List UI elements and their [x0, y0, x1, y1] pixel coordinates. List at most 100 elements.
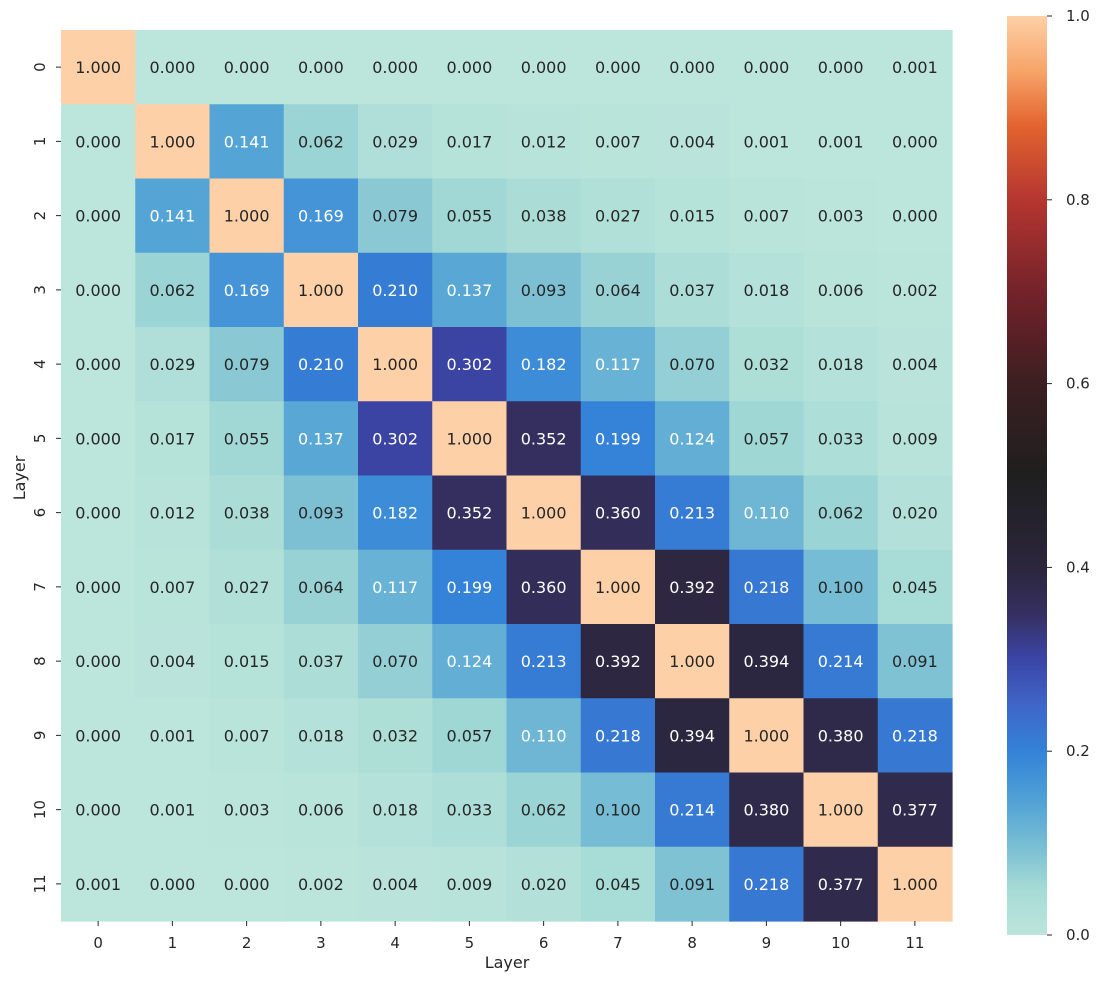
x-tick-label-6: 6 [539, 934, 549, 952]
cell-label-10-7: 0.100 [595, 801, 641, 820]
y-tick-label-5: 5 [31, 434, 49, 444]
cell-label-9-9: 1.000 [743, 726, 789, 745]
colorbar: 0.0 0.2 0.4 0.6 0.8 1.0 [1007, 7, 1090, 944]
cell-label-0-0: 1.000 [75, 58, 121, 77]
x-tick-label-0: 0 [93, 934, 103, 952]
cell-label-6-2: 0.038 [224, 504, 270, 523]
heatmap-cell-5-11 [877, 401, 953, 477]
heatmap-cell-5-9 [729, 401, 805, 477]
heatmap-cell-11-1 [135, 846, 211, 922]
cell-label-9-3: 0.018 [298, 726, 344, 745]
cell-label-9-0: 0.000 [75, 726, 121, 745]
cell-label-5-10: 0.033 [818, 429, 864, 448]
cell-label-11-8: 0.091 [669, 875, 715, 894]
cell-label-1-5: 0.017 [446, 132, 492, 151]
heatmap-cell-9-7 [580, 698, 656, 774]
cell-label-3-8: 0.037 [669, 281, 715, 300]
heatmap-cell-10-5 [432, 772, 508, 848]
heatmap-cell-1-7 [580, 104, 656, 180]
heatmap-cell-6-10 [803, 475, 879, 551]
cell-label-0-2: 0.000 [224, 58, 270, 77]
cell-label-1-10: 0.001 [818, 132, 864, 151]
heatmap-cell-1-3 [283, 104, 359, 180]
cell-label-1-6: 0.012 [521, 132, 567, 151]
heatmap-cell-5-2 [209, 401, 285, 477]
cell-label-4-2: 0.079 [224, 355, 270, 374]
heatmap-cell-4-3 [283, 327, 359, 402]
cell-label-2-6: 0.038 [521, 207, 567, 226]
heatmap-cell-5-1 [135, 401, 211, 477]
heatmap-cell-0-1 [135, 30, 211, 105]
heatmap-cell-10-0 [61, 772, 136, 848]
heatmap-cell-3-3 [283, 252, 359, 328]
cell-label-5-1: 0.017 [149, 429, 195, 448]
heatmap-cell-9-4 [358, 698, 433, 774]
heatmap-cell-8-6 [506, 624, 582, 699]
cell-label-11-5: 0.009 [446, 875, 492, 894]
cell-label-2-9: 0.007 [743, 207, 789, 226]
x-tick-label-3: 3 [316, 934, 326, 952]
cell-label-10-0: 0.000 [75, 801, 121, 820]
cell-label-7-1: 0.007 [149, 578, 195, 597]
y-tick-label-10: 10 [31, 800, 49, 819]
cell-label-11-2: 0.000 [224, 875, 270, 894]
cell-label-8-1: 0.004 [149, 652, 195, 671]
heatmap-cell-7-7 [580, 549, 656, 625]
cell-label-3-4: 0.210 [372, 281, 418, 300]
cell-label-5-7: 0.199 [595, 429, 641, 448]
heatmap-cell-6-3 [283, 475, 359, 551]
cell-label-4-9: 0.032 [743, 355, 789, 374]
cell-label-10-4: 0.018 [372, 801, 418, 820]
cell-label-2-4: 0.079 [372, 207, 418, 226]
cell-label-0-4: 0.000 [372, 58, 418, 77]
heatmap-cell-6-5 [432, 475, 508, 551]
heatmap-cell-9-9 [729, 698, 805, 774]
heatmap-cell-0-11 [877, 30, 953, 105]
colorbar-tick-label-0: 0.0 [1066, 926, 1090, 944]
cell-label-7-6: 0.360 [521, 578, 567, 597]
cell-label-9-4: 0.032 [372, 726, 418, 745]
cell-label-0-3: 0.000 [298, 58, 344, 77]
cell-label-5-3: 0.137 [298, 429, 344, 448]
cell-label-2-0: 0.000 [75, 207, 121, 226]
cell-label-2-11: 0.000 [892, 207, 938, 226]
cell-label-0-9: 0.000 [743, 58, 789, 77]
heatmap-cell-11-4 [358, 846, 433, 922]
heatmap-cell-7-3 [283, 549, 359, 625]
cell-label-7-10: 0.100 [818, 578, 864, 597]
cell-label-2-10: 0.003 [818, 207, 864, 226]
heatmap-cell-3-9 [729, 252, 805, 328]
x-tick-label-10: 10 [831, 934, 850, 952]
heatmap-cell-9-1 [135, 698, 211, 774]
heatmap-cell-3-11 [877, 252, 953, 328]
cell-label-9-10: 0.380 [818, 726, 864, 745]
heatmap-cell-11-6 [506, 846, 582, 922]
cell-label-6-8: 0.213 [669, 504, 715, 523]
heatmap-cell-8-2 [209, 624, 285, 699]
cell-label-1-9: 0.001 [743, 132, 789, 151]
heatmap-cell-1-1 [135, 104, 211, 180]
cell-label-0-7: 0.000 [595, 58, 641, 77]
heatmap-cell-7-6 [506, 549, 582, 625]
cell-label-1-7: 0.007 [595, 132, 641, 151]
cell-label-10-10: 1.000 [818, 801, 864, 820]
heatmap-cell-10-3 [283, 772, 359, 848]
cell-label-6-5: 0.352 [446, 504, 492, 523]
heatmap-cell-6-9 [729, 475, 805, 551]
heatmap-cell-8-4 [358, 624, 433, 699]
heatmap-cell-8-0 [61, 624, 136, 699]
heatmap-cell-1-10 [803, 104, 879, 180]
cell-label-7-7: 1.000 [595, 578, 641, 597]
heatmap-cell-6-11 [877, 475, 953, 551]
cell-label-4-5: 0.302 [446, 355, 492, 374]
heatmap-cell-8-11 [877, 624, 953, 699]
heatmap-cell-1-9 [729, 104, 805, 180]
cell-label-3-11: 0.002 [892, 281, 938, 300]
cell-label-6-11: 0.020 [892, 504, 938, 523]
heatmap-cell-3-0 [61, 252, 136, 328]
cell-label-2-5: 0.055 [446, 207, 492, 226]
cell-label-7-8: 0.392 [669, 578, 715, 597]
cell-label-6-9: 0.110 [743, 504, 789, 523]
cell-label-8-0: 0.000 [75, 652, 121, 671]
cell-label-3-5: 0.137 [446, 281, 492, 300]
